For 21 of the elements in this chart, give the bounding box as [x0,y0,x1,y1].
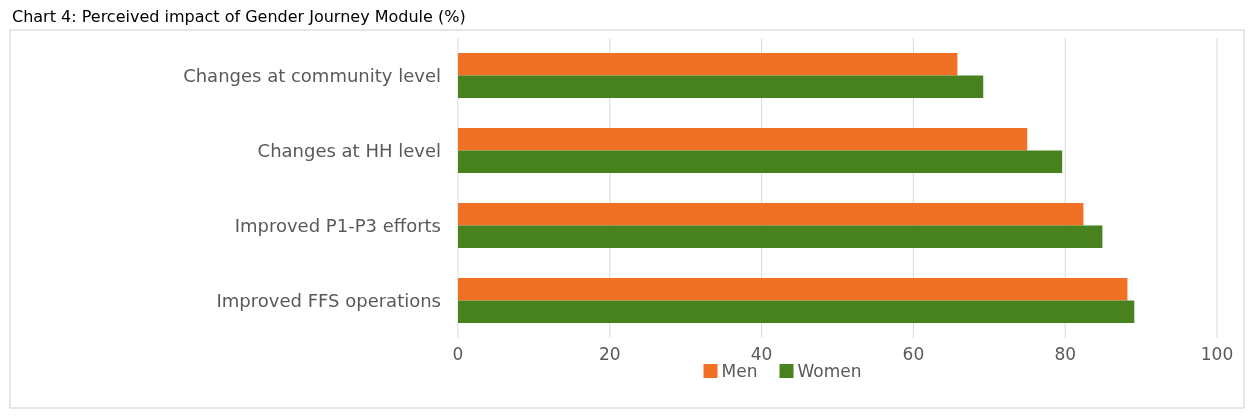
y-tick-label: Changes at HH level [257,139,441,161]
legend-label: Men [721,361,758,381]
text: Chart 4: Perceived impact of Gender Journey Module (%) [12,7,466,26]
bar [458,128,1028,151]
x-tick-label: 60 [902,344,925,364]
x-tick-label: 20 [598,344,621,364]
bar [458,150,1063,173]
y-tick-label: Changes at community level [183,64,441,86]
bar [458,278,1128,301]
bar [458,53,958,76]
bar [458,75,984,98]
bar [458,203,1084,226]
y-tick-label: Improved FFS operations [216,289,441,311]
y-tick-label: Improved P1-P3 efforts [234,214,441,236]
x-tick-label: 40 [750,344,773,364]
bar [458,300,1135,323]
bar [458,225,1103,248]
legend-label: Women [797,361,862,381]
x-tick-label: 80 [1054,344,1077,364]
x-tick-label: 0 [452,344,464,364]
x-tick-label: 100 [1200,344,1234,364]
